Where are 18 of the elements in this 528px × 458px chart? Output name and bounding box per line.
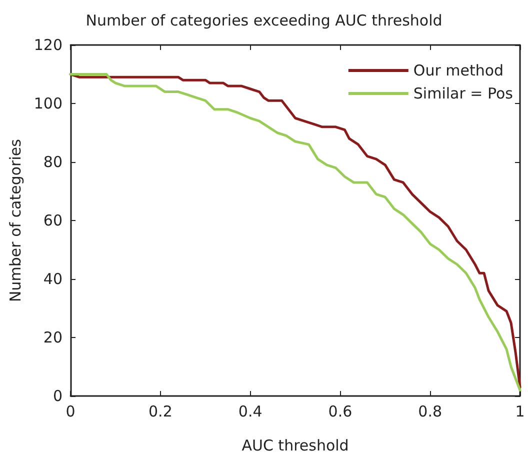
y-tick-label: 60 <box>43 212 63 230</box>
x-tick-label: 1 <box>515 402 525 420</box>
x-tick-label: 0.4 <box>238 402 262 420</box>
y-axis-title: Number of categories <box>6 138 24 302</box>
x-tick-label: 0.2 <box>148 402 172 420</box>
x-axis-title: AUC threshold <box>242 436 349 454</box>
y-tick-label: 80 <box>43 153 63 171</box>
x-tick-label: 0.8 <box>418 402 442 420</box>
x-tick-label: 0.6 <box>328 402 352 420</box>
legend-label: Similar = Pos <box>413 84 514 102</box>
y-tick-label: 120 <box>34 36 63 54</box>
y-tick-label: 0 <box>52 387 63 405</box>
chart-title: Number of categories exceeding AUC threshold <box>86 12 442 30</box>
y-tick-label: 100 <box>34 94 63 112</box>
x-tick-label: 0 <box>66 402 76 420</box>
y-tick-label: 40 <box>43 270 63 288</box>
legend-label: Our method <box>413 62 504 80</box>
y-tick-label: 20 <box>43 328 63 346</box>
